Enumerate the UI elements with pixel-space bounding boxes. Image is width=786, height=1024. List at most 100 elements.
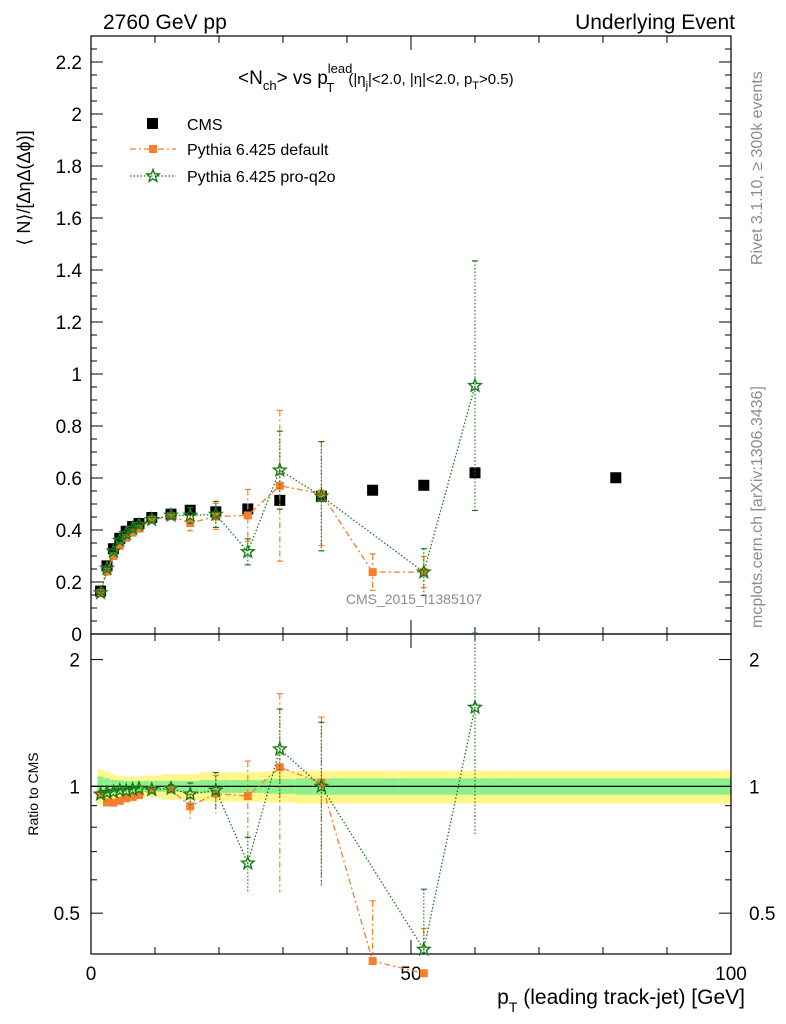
series-cms-point xyxy=(469,467,481,479)
series-proq2o-point xyxy=(143,511,160,527)
series-default-ratio-point xyxy=(147,785,156,794)
series-proq2o-ratio-point xyxy=(130,780,148,796)
series-default-point xyxy=(167,512,175,521)
series-default-ratio-point xyxy=(243,792,252,801)
series-proq2o-point xyxy=(271,461,288,478)
analysis-id-label: CMS_2015_I1385107 xyxy=(346,591,482,607)
series-proq2o-point xyxy=(105,542,122,559)
y-axis-label-main: ⟨ N⟩/[ΔηΔ(Δϕ)] xyxy=(14,130,34,245)
series-default-ratio-point xyxy=(135,791,143,800)
series-proq2o-point xyxy=(313,487,330,504)
legend: CMS Pythia 6.425 default Pythia 6.425 pr… xyxy=(130,117,336,186)
series-proq2o-ratio-point xyxy=(105,783,122,799)
legend-cms-label: CMS xyxy=(187,117,223,134)
side-mcplots-label: mcplots.cern.ch [arXiv:1306.3436] xyxy=(749,386,766,628)
series-proq2o-ratio-point xyxy=(118,782,135,798)
x-tick-label: 0 xyxy=(86,964,97,985)
legend-cms-marker xyxy=(147,118,158,129)
series-cms-point xyxy=(107,543,119,555)
y-tick-label: 2.2 xyxy=(56,53,82,74)
series-default-point xyxy=(368,568,377,577)
series-proq2o-ratio-point xyxy=(207,781,224,798)
x-tick-label: 100 xyxy=(715,964,747,985)
legend-proq2o-label: Pythia 6.425 pro-q2o xyxy=(187,169,336,186)
series-default-ratio-point xyxy=(186,802,195,811)
x-axis-label: pT (leading track-jet) [GeV] xyxy=(497,986,745,1015)
series-default-point xyxy=(275,481,284,490)
series-default-ratio-point xyxy=(122,794,131,803)
series-proq2o-ratio-point xyxy=(182,785,199,802)
y-tick-label: 1.6 xyxy=(56,209,82,230)
series-default-ratio-line xyxy=(100,766,424,974)
series-proq2o-point xyxy=(239,543,256,559)
ratio-tick-label-right: 0.5 xyxy=(749,904,775,925)
series-proq2o-ratio-point xyxy=(92,785,109,802)
y-tick-label: 1.4 xyxy=(56,261,83,282)
series-cms-point xyxy=(610,472,622,484)
header-energy-label: 2760 GeV pp xyxy=(103,11,227,34)
ratio-tick-label-right: 2 xyxy=(749,651,760,672)
series-default-point xyxy=(128,528,137,537)
axis-ticks xyxy=(90,35,732,955)
series-proq2o-point xyxy=(130,516,148,532)
series-proq2o-ratio-point xyxy=(239,854,256,871)
series-default-ratio-point xyxy=(115,796,124,805)
series-cms-point xyxy=(120,525,132,537)
series-proq2o-point xyxy=(162,506,180,523)
series-cms-point xyxy=(101,560,113,572)
series-proq2o-point xyxy=(207,505,224,522)
series-proq2o-ratio-point xyxy=(143,781,160,797)
series-default-point xyxy=(115,541,124,550)
series-proq2o-ratio-point xyxy=(415,941,432,957)
series-cms-point xyxy=(418,479,430,491)
side-rivet-label: Rivet 3.1.10, ≥ 300k events xyxy=(749,71,766,265)
series-default-point xyxy=(135,524,143,533)
plot-title: <Nch> vs plead T (|ηj|<2.0, |η|<2.0, pT>0.… xyxy=(238,61,514,95)
ratio-tick-label-left: 0.5 xyxy=(54,904,80,925)
series-default-line xyxy=(99,485,424,594)
axis-tick-labels: 0 0.2 0.4 0.6 0.8 1 1.2 1.4 1.6 1.8 2 2.2 0.5 0.5 1 1 2 2… xyxy=(54,53,776,985)
series-proq2o-ratio-point xyxy=(271,740,288,756)
series-default-point xyxy=(109,552,118,560)
ratio-tick-label-left: 2 xyxy=(69,651,80,672)
x-tick-label: 50 xyxy=(400,964,421,985)
series-proq2o-point xyxy=(415,563,432,579)
series-default-point xyxy=(243,511,252,520)
series-default-ratio-point xyxy=(103,798,111,807)
y-tick-label: 0.8 xyxy=(56,417,82,438)
ratio-tick-label-right: 1 xyxy=(749,777,760,798)
y-tick-label: 0.4 xyxy=(56,521,83,542)
series-proq2o-point xyxy=(182,506,199,523)
ratio-tick-label-left: 1 xyxy=(69,777,80,798)
y-axis-label-ratio: Ratio to CMS xyxy=(25,752,41,835)
legend-default-marker xyxy=(149,145,157,153)
series-default-point xyxy=(317,489,326,498)
series-proq2o-point xyxy=(98,559,116,576)
series-default-ratio-point xyxy=(368,956,377,965)
series-proq2o-ratio-point xyxy=(124,781,141,797)
series-proq2o-point xyxy=(92,584,109,600)
series-default-ratio-point xyxy=(275,763,284,772)
y-tick-label: 1.2 xyxy=(56,313,82,334)
series-proq2o-ratio-point xyxy=(162,779,180,796)
series-default-ratio-point xyxy=(419,969,428,978)
y-tick-label: 2 xyxy=(71,105,82,126)
series-default-ratio-point xyxy=(128,792,137,801)
series-proq2o-ratio-point xyxy=(466,698,484,715)
series-default-ratio-point xyxy=(96,790,105,799)
series-cms-point xyxy=(210,506,222,518)
series-proq2o-ratio-line xyxy=(100,707,476,952)
y-tick-label: 1 xyxy=(71,365,82,386)
series-default-ratio-point xyxy=(109,798,118,807)
data-series xyxy=(92,260,622,978)
y-tick-label: 0 xyxy=(71,625,82,646)
legend-default-label: Pythia 6.425 default xyxy=(187,142,329,159)
series-cms-point xyxy=(367,484,379,496)
series-proq2o-point xyxy=(466,377,484,393)
series-proq2o-ratio-point xyxy=(313,777,330,794)
y-tick-label: 0.6 xyxy=(56,469,82,490)
y-tick-label: 1.8 xyxy=(56,157,82,178)
legend-proq2o-marker xyxy=(144,167,162,183)
header-process-label: Underlying Event xyxy=(575,11,735,34)
